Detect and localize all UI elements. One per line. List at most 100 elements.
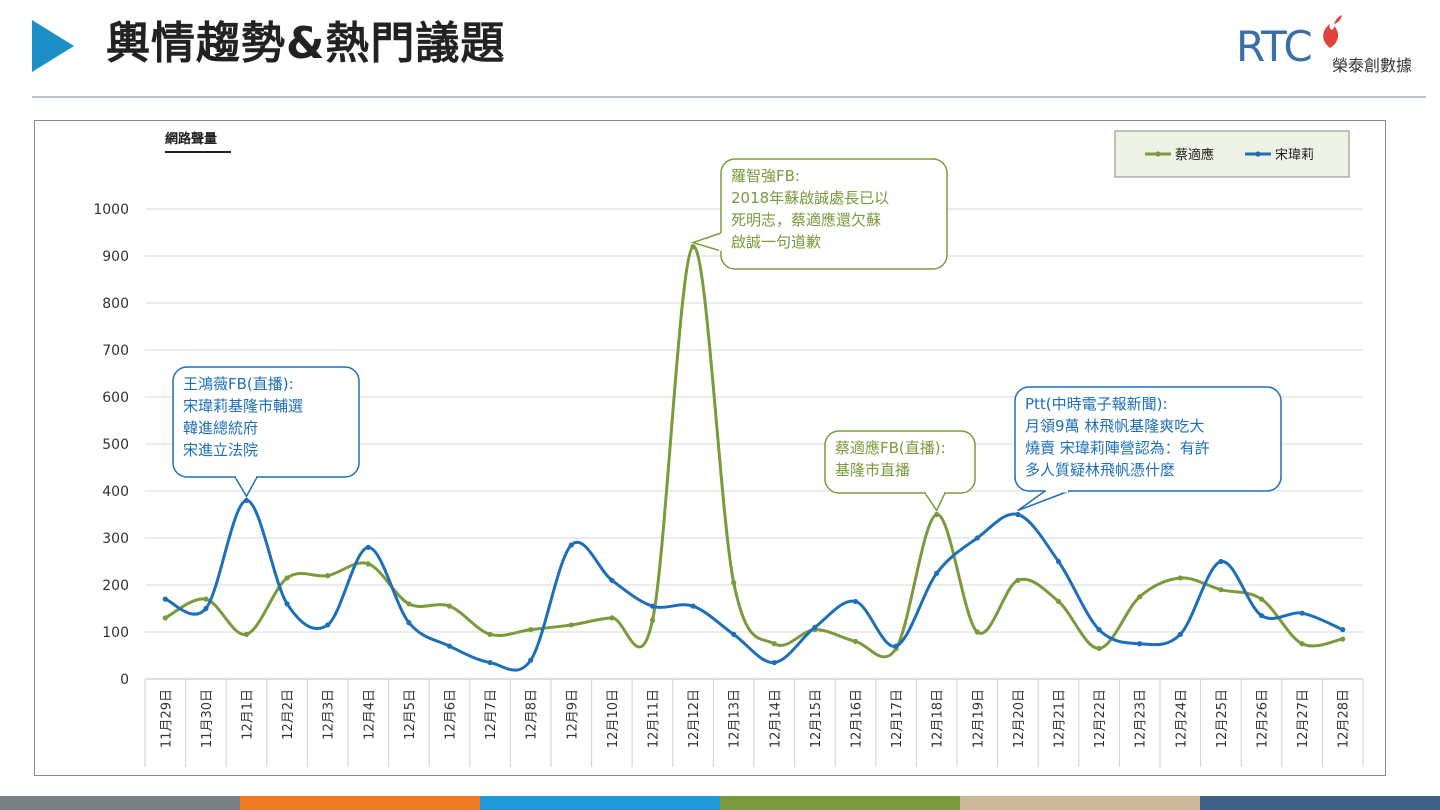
chart-frame: 網路聲量 0 100 200 300 400 500 600 700 800 900 1000 11月2… (34, 120, 1386, 776)
data-point (284, 601, 290, 607)
data-point (609, 615, 615, 621)
callout-text-line: 燒賣 宋瑋莉陣營認為：有許 (1025, 439, 1210, 457)
data-point (1299, 610, 1305, 616)
x-tick-label: 12月13日 (728, 689, 743, 748)
y-tick-label: 500 (102, 437, 129, 453)
x-tick-label: 12月14日 (768, 689, 783, 748)
data-point (1218, 587, 1224, 593)
logo-text: RTC (1236, 22, 1313, 71)
x-tick-label: 11月29日 (159, 689, 174, 748)
x-tick-label: 12月7日 (484, 689, 499, 740)
data-point (649, 617, 656, 623)
data-point (487, 631, 493, 637)
data-point (1055, 598, 1062, 605)
data-point (568, 542, 574, 548)
x-tick-label: 12月21日 (1053, 689, 1068, 748)
data-point (446, 643, 453, 649)
data-point (1177, 631, 1183, 637)
y-tick-label: 700 (102, 343, 129, 359)
logo-letters: RTC (1236, 22, 1313, 72)
data-point (649, 603, 656, 609)
data-point (731, 631, 737, 637)
data-point (568, 622, 574, 628)
callout-text-line: 蔡適應FB(直播): (835, 439, 946, 457)
callout-text-line: 王鴻薇FB(直播): (183, 375, 294, 393)
x-tick-label: 12月19日 (971, 689, 986, 748)
page-title: 輿情趨勢&熱門議題 (106, 18, 506, 69)
data-point (1299, 641, 1305, 647)
y-axis-label: 網路聲量 (165, 131, 217, 147)
callout-box (172, 366, 360, 478)
data-point (1218, 558, 1224, 565)
data-point (1340, 627, 1346, 633)
data-point (852, 598, 859, 605)
data-point (1137, 594, 1143, 600)
x-tick-label: 12月10日 (606, 689, 621, 748)
callout-cai-shiying: 蔡適應FB(直播): 基隆市直播 (824, 430, 976, 513)
line-chart: 網路聲量 0 100 200 300 400 500 600 700 800 900 1000 11月2… (93, 130, 1364, 767)
x-tick-label: 12月5日 (403, 689, 418, 740)
rtc-logo: RTC 榮泰創數據 (1232, 14, 1432, 78)
y-tick-label: 800 (102, 296, 129, 312)
data-point (812, 624, 818, 630)
data-point (852, 638, 859, 645)
data-point (893, 643, 899, 649)
legend-label: 宋瑋莉 (1275, 148, 1314, 163)
x-tick-label: 12月2日 (281, 689, 296, 740)
data-point (1096, 627, 1102, 633)
data-point (1177, 575, 1183, 581)
y-tick-label: 200 (102, 578, 129, 594)
x-tick-label: 12月6日 (444, 689, 459, 740)
data-point (528, 657, 534, 663)
legend-marker (1255, 151, 1261, 157)
x-tick-label: 12月9日 (565, 689, 580, 740)
x-tick-label: 12月26日 (1256, 689, 1271, 748)
y-tick-label: 300 (102, 531, 129, 547)
data-point (487, 659, 493, 666)
data-point (974, 535, 980, 541)
x-tick-label: 12月25日 (1215, 689, 1230, 748)
x-tick-label: 12月24日 (1174, 689, 1189, 748)
callout-box (824, 430, 976, 494)
x-tick-label: 12月23日 (1134, 689, 1149, 748)
data-point (406, 620, 412, 626)
callout-text-line: 韓進總統府 (183, 419, 258, 437)
footer-segment-gray (0, 796, 240, 810)
data-point (1015, 577, 1021, 583)
y-tick-label: 400 (102, 484, 129, 500)
data-point (365, 561, 371, 567)
x-tick-label: 11月30日 (200, 689, 215, 748)
data-point (528, 627, 534, 633)
data-point (731, 580, 737, 586)
data-point (284, 575, 290, 581)
footer-segment-navy (1200, 796, 1440, 810)
y-tick-label: 900 (102, 249, 129, 265)
data-point (934, 511, 940, 518)
x-tick-label: 12月15日 (809, 689, 824, 748)
data-point (1258, 612, 1265, 619)
x-tick-label: 12月17日 (890, 689, 905, 748)
callout-text-line: 死明志，蔡適應還欠蘇 (731, 211, 881, 229)
data-point (690, 603, 696, 609)
footer-segment-cyan (480, 796, 720, 810)
callout-tail (690, 231, 722, 253)
data-point (243, 631, 250, 637)
footer-segment-beige (960, 796, 1200, 810)
x-tick-label: 12月16日 (850, 689, 865, 748)
x-tick-label: 12月18日 (931, 689, 946, 748)
x-tick-label: 12月27日 (1296, 689, 1311, 748)
data-point (690, 244, 696, 250)
data-point (771, 641, 777, 647)
callout-box (1014, 386, 1282, 492)
x-tick-label: 12月28日 (1337, 689, 1352, 748)
x-tick-label: 12月12日 (687, 689, 702, 748)
data-point (243, 497, 250, 503)
callout-box (720, 158, 948, 270)
data-point (162, 596, 168, 602)
y-tick-label: 100 (102, 625, 129, 641)
callout-text-line: Ptt(中時電子報新聞): (1025, 395, 1168, 413)
data-point (934, 570, 940, 576)
flame-icon (1323, 15, 1342, 48)
